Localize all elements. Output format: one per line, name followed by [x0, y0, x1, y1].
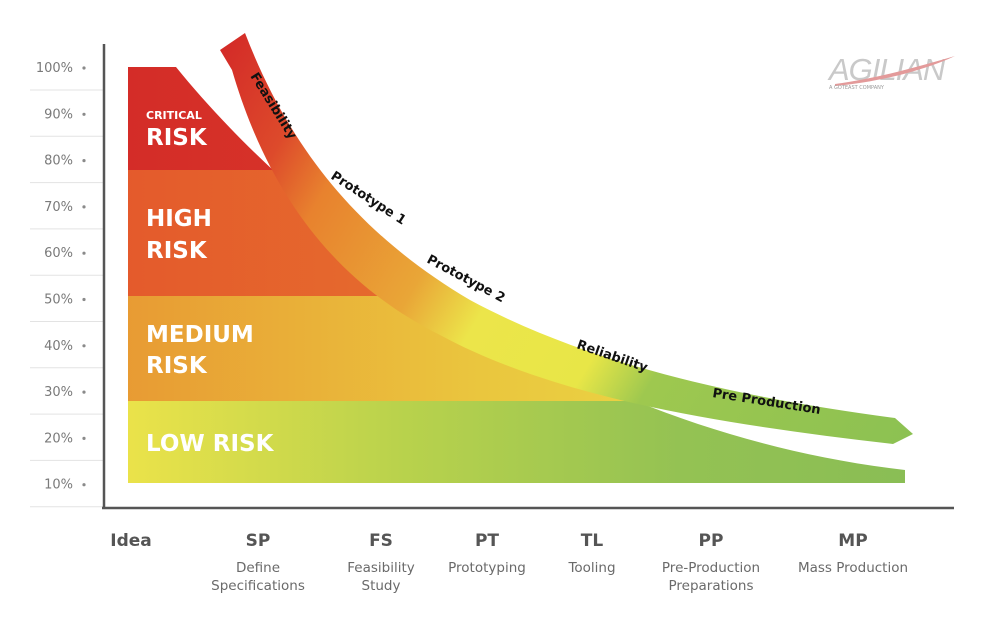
medium-risk-label-line1: MEDIUM [146, 322, 254, 348]
phase-arrow [220, 33, 913, 444]
y-tick-dot [82, 344, 86, 348]
stage-labels: Idea SP Define Specifications FS Feasibility S… [110, 531, 908, 594]
y-tick-label: 20% [44, 431, 73, 446]
y-tick-label: 90% [44, 107, 73, 122]
stage-name: Specifications [211, 578, 305, 594]
y-gridlines [30, 89, 104, 508]
y-tick-label: 30% [44, 385, 73, 400]
stage-name: Preparations [668, 578, 753, 594]
stage-name: Mass Production [798, 560, 908, 576]
stage-code: MP [838, 531, 867, 551]
critical-risk-label: RISK [146, 125, 208, 151]
critical-risk-small-label: CRITICAL [146, 109, 202, 122]
y-tick-label: 10% [44, 478, 73, 493]
y-tick-dot [82, 390, 86, 394]
y-tick-label: 70% [44, 200, 73, 215]
stage-name: Prototyping [448, 560, 526, 576]
medium-risk-label-line2: RISK [146, 353, 208, 379]
logo-swoosh [835, 56, 955, 86]
low-risk-label: LOW RISK [146, 431, 275, 457]
stage-name: Pre-Production [662, 560, 760, 576]
stage-code: FS [369, 531, 393, 551]
stage-code: TL [581, 531, 604, 551]
y-tick-labels: 100% 90% 80% 70% 60% 50% 40% 30% 20% 10% [36, 61, 86, 493]
stage-name: Define [236, 560, 280, 576]
stage-code: Idea [110, 531, 152, 551]
y-tick-label: 100% [36, 61, 73, 76]
y-tick-dot [82, 66, 86, 70]
y-tick-dot [82, 483, 86, 487]
high-risk-label-line1: HIGH [146, 206, 212, 232]
y-tick-label: 50% [44, 293, 73, 308]
high-risk-label-line2: RISK [146, 238, 208, 264]
stage-name: Tooling [567, 560, 615, 576]
y-tick-dot [82, 159, 86, 163]
stage-code: PP [699, 531, 724, 551]
y-tick-dot [82, 436, 86, 440]
y-tick-dot [82, 205, 86, 209]
stage-name: Feasibility [347, 560, 415, 576]
y-tick-dot [82, 297, 86, 302]
stage-name: Study [362, 578, 401, 594]
stage-code: SP [246, 531, 271, 551]
agilian-logo: AGILIAN A GOTEAST COMPANY [827, 52, 955, 91]
logo-wordmark: AGILIAN [827, 52, 946, 87]
y-tick-dot [82, 251, 86, 255]
high-risk-zone [128, 170, 905, 297]
y-tick-dot [82, 112, 86, 116]
stage-code: PT [475, 531, 499, 551]
y-tick-label: 40% [44, 339, 73, 354]
y-tick-label: 60% [44, 246, 73, 261]
logo-tagline: A GOTEAST COMPANY [829, 85, 885, 91]
y-tick-label: 80% [44, 154, 73, 169]
